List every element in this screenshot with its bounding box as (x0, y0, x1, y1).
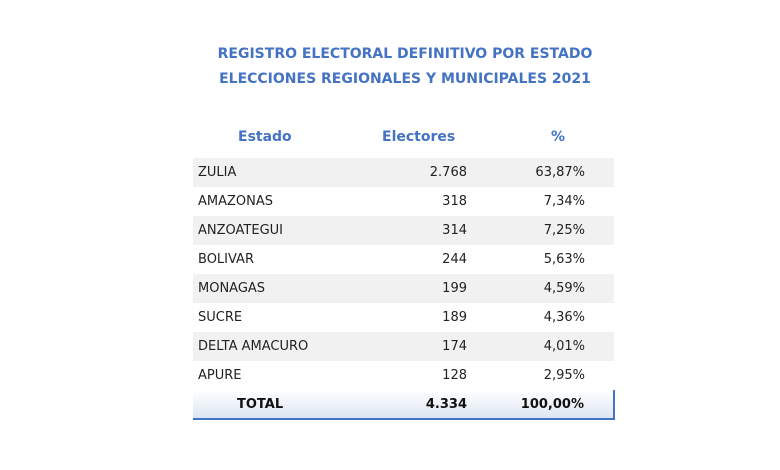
header-estado: Estado (238, 129, 292, 145)
percent-cell: 5,63% (543, 252, 585, 267)
estado-cell: ZULIA (193, 158, 343, 187)
estado-cell: BOLIVAR (198, 252, 254, 267)
percent-cell: 4,01% (467, 332, 614, 361)
table-row: ZULIA 2.768 63,87% (193, 158, 614, 187)
percent-cell: 4,36% (543, 310, 585, 325)
estado-cell: TOTAL (193, 390, 343, 420)
percent-cell: 7,25% (467, 216, 614, 245)
title-line-1: REGISTRO ELECTORAL DEFINITIVO POR ESTADO (217, 46, 593, 62)
table-row: APURE 128 2,95% (193, 361, 614, 390)
header-percent: % (551, 129, 566, 145)
percent-cell: 63,87% (467, 158, 614, 187)
electores-cell: 174 (343, 332, 467, 361)
percent-cell: 100,00% (467, 390, 615, 420)
electoral-table: ZULIA 2.768 63,87% AMAZONAS 318 7,34% ANZOATEG… (193, 158, 615, 420)
electores-cell: 318 (442, 194, 467, 209)
estado-cell: SUCRE (198, 310, 243, 325)
electores-cell: 128 (442, 368, 467, 383)
table-row: DELTA AMACURO 174 4,01% (193, 332, 614, 361)
total-row: TOTAL 4.334 100,00% (193, 390, 615, 420)
estado-cell: APURE (198, 368, 242, 383)
estado-cell: AMAZONAS (198, 194, 274, 209)
estado-cell: ANZOATEGUI (193, 216, 343, 245)
electores-cell: 189 (442, 310, 467, 325)
header-electores: Electores (382, 129, 456, 145)
table-row: AMAZONAS 318 7,34% (193, 187, 614, 216)
percent-cell: 2,95% (543, 368, 585, 383)
electores-cell: 2.768 (343, 158, 467, 187)
electores-cell: 244 (442, 252, 467, 267)
estado-cell: DELTA AMACURO (193, 332, 343, 361)
table-row: MONAGAS 199 4,59% (193, 274, 614, 303)
electores-cell: 4.334 (343, 390, 467, 420)
estado-cell: MONAGAS (193, 274, 343, 303)
table-row: ANZOATEGUI 314 7,25% (193, 216, 614, 245)
percent-cell: 7,34% (543, 194, 585, 209)
electores-cell: 314 (343, 216, 467, 245)
electores-cell: 199 (343, 274, 467, 303)
table-row: BOLIVAR 244 5,63% (193, 245, 614, 274)
table-row: SUCRE 189 4,36% (193, 303, 614, 332)
percent-cell: 4,59% (467, 274, 614, 303)
title-line-2: ELECCIONES REGIONALES Y MUNICIPALES 2021 (219, 71, 591, 87)
